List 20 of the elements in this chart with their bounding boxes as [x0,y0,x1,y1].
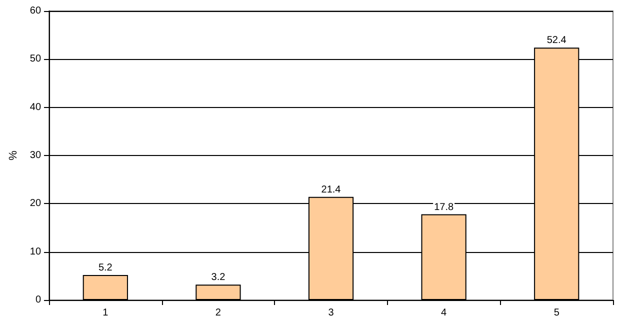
x-tick-label: 3 [328,308,334,318]
bar [196,284,241,300]
y-tick-label: 20 [30,198,42,210]
x-tick-label: 1 [102,308,109,318]
data-label: 21.4 [321,184,342,196]
y-tick-label: 30 [30,150,42,161]
y-tick-label: 60 [30,6,42,16]
y-tick-label: 0 [35,294,42,306]
data-label: 17.8 [434,202,454,213]
x-tick-label: 4 [441,308,448,318]
x-tick-label: 2 [215,308,222,318]
data-label: 3.2 [211,272,226,284]
y-tick-label: 50 [30,54,42,65]
data-label: 5.2 [98,262,113,274]
y-axis-title: % [8,150,20,160]
y-tick-label: 40 [30,102,42,113]
bar [82,274,128,300]
y-tick-label: 10 [30,246,42,258]
data-label: 52.4 [546,35,567,46]
x-tick-label: 5 [554,308,560,318]
